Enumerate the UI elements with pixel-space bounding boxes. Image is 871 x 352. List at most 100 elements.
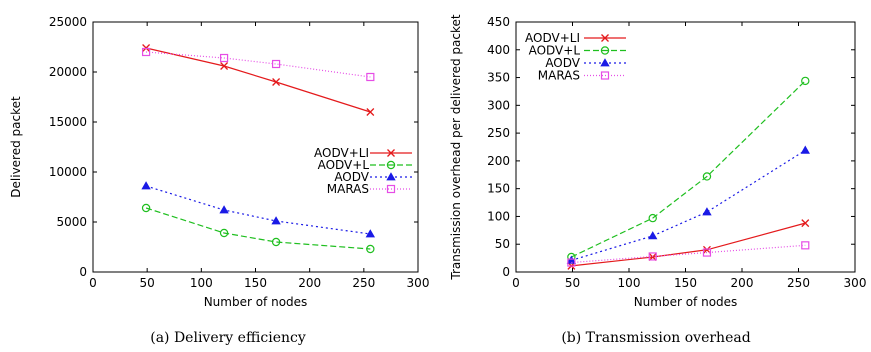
data-point bbox=[219, 53, 229, 63]
data-point-stroke bbox=[801, 219, 810, 228]
legend-marker-stroke bbox=[387, 149, 395, 157]
series-line bbox=[146, 51, 371, 78]
y-tick-label: 10000 bbox=[49, 165, 87, 179]
series-aodv bbox=[566, 145, 810, 264]
data-point-stroke bbox=[366, 108, 375, 116]
data-point bbox=[141, 47, 151, 57]
legend-label: AODV bbox=[545, 56, 580, 70]
data-point bbox=[366, 72, 375, 82]
legend-marker-stroke bbox=[601, 34, 609, 42]
data-point bbox=[220, 62, 229, 70]
x-tick-label: 0 bbox=[512, 276, 520, 290]
y-axis-label: Transmission overhead per delivered pack… bbox=[449, 14, 463, 281]
series-line bbox=[571, 222, 806, 267]
legend-marker bbox=[386, 160, 396, 170]
data-point bbox=[648, 252, 657, 261]
y-tick-label: 50 bbox=[495, 237, 510, 251]
x-tick-label: 150 bbox=[674, 276, 697, 290]
x-tick-label: 200 bbox=[298, 276, 321, 290]
series-aodv bbox=[141, 181, 376, 238]
legend-label: AODV+LI bbox=[314, 146, 369, 160]
y-tick-label: 250 bbox=[487, 126, 510, 140]
series-line bbox=[145, 47, 371, 113]
y-tick-label: 5000 bbox=[56, 215, 87, 229]
data-point bbox=[566, 255, 577, 264]
x-tick-label: 100 bbox=[618, 276, 641, 290]
y-tick-label: 450 bbox=[487, 15, 510, 29]
chart-caption: (b) Transmission overhead bbox=[561, 330, 750, 346]
y-tick-label: 150 bbox=[487, 182, 510, 196]
legend-marker bbox=[386, 172, 396, 181]
x-tick-label: 300 bbox=[407, 276, 430, 290]
y-axis-label: Delivered packet bbox=[9, 96, 23, 198]
x-tick-label: 300 bbox=[844, 276, 867, 290]
y-tick-label: 25000 bbox=[49, 15, 87, 29]
data-point-stroke bbox=[220, 62, 229, 70]
legend-label: MARAS bbox=[538, 69, 580, 83]
legend-label: AODV+L bbox=[318, 158, 370, 172]
series-line bbox=[571, 149, 806, 261]
chart-transmission-overhead: 0 50 100 150 200 250 300 0 50 100 150 200 250 300 350 4… bbox=[449, 14, 866, 346]
data-point bbox=[366, 108, 375, 116]
y-tick-label: 15000 bbox=[49, 115, 87, 129]
data-point bbox=[271, 216, 281, 225]
legend-label: AODV+L bbox=[529, 44, 581, 58]
y-tick-label: 0 bbox=[502, 265, 510, 279]
data-point bbox=[219, 205, 229, 214]
data-point bbox=[366, 244, 375, 254]
data-point bbox=[271, 59, 281, 69]
legend-label: AODV+LI bbox=[525, 31, 580, 45]
x-tick-label: 100 bbox=[190, 276, 213, 290]
series-aodv-plus-l bbox=[567, 76, 810, 262]
data-point bbox=[702, 248, 712, 257]
series-aodv-plus-l bbox=[141, 203, 375, 254]
y-tick-label: 300 bbox=[487, 98, 510, 112]
legend-marker bbox=[387, 149, 395, 157]
x-tick-label: 50 bbox=[140, 276, 155, 290]
data-point bbox=[648, 213, 657, 223]
data-point bbox=[141, 181, 151, 190]
legend-marker bbox=[601, 34, 609, 42]
series-line bbox=[145, 207, 371, 250]
legend-marker bbox=[600, 46, 610, 55]
series-aodv-plus-li bbox=[567, 219, 810, 270]
series-line bbox=[571, 244, 806, 264]
series-aodv-plus-li bbox=[142, 44, 375, 116]
chart-delivery-efficiency: 0 50 100 150 200 250 300 0 5000 10000 15000 20000 25… bbox=[9, 15, 429, 346]
series-line bbox=[571, 80, 806, 258]
data-point bbox=[141, 203, 151, 213]
x-axis-label: Number of nodes bbox=[204, 295, 308, 309]
legend-marker bbox=[600, 58, 610, 67]
data-point bbox=[702, 172, 712, 181]
data-point bbox=[648, 231, 658, 240]
legend-label: MARAS bbox=[327, 182, 369, 196]
data-point bbox=[567, 258, 576, 267]
data-point bbox=[365, 229, 376, 238]
x-tick-label: 0 bbox=[89, 276, 97, 290]
data-point bbox=[702, 207, 712, 216]
series-maras bbox=[141, 47, 375, 82]
chart-caption: (a) Delivery efficiency bbox=[150, 330, 306, 346]
data-point bbox=[800, 145, 810, 154]
y-tick-label: 350 bbox=[487, 71, 510, 85]
y-tick-label: 400 bbox=[487, 43, 510, 57]
y-tick-label: 200 bbox=[487, 154, 510, 168]
legend-marker bbox=[600, 71, 610, 80]
series-maras bbox=[567, 241, 810, 267]
x-tick-label: 50 bbox=[565, 276, 580, 290]
y-tick-label: 20000 bbox=[49, 65, 87, 79]
data-point bbox=[801, 241, 810, 250]
x-axis-label: Number of nodes bbox=[634, 295, 738, 309]
data-point bbox=[219, 228, 229, 238]
series-line bbox=[145, 185, 371, 235]
legend-marker bbox=[386, 184, 396, 194]
x-tick-label: 200 bbox=[731, 276, 754, 290]
y-tick-label: 100 bbox=[487, 209, 510, 223]
data-point-stroke bbox=[703, 245, 711, 254]
y-tick-label: 0 bbox=[79, 265, 87, 279]
legend-label: AODV bbox=[334, 170, 369, 184]
data-point-stroke bbox=[272, 78, 281, 86]
data-point bbox=[801, 76, 810, 86]
